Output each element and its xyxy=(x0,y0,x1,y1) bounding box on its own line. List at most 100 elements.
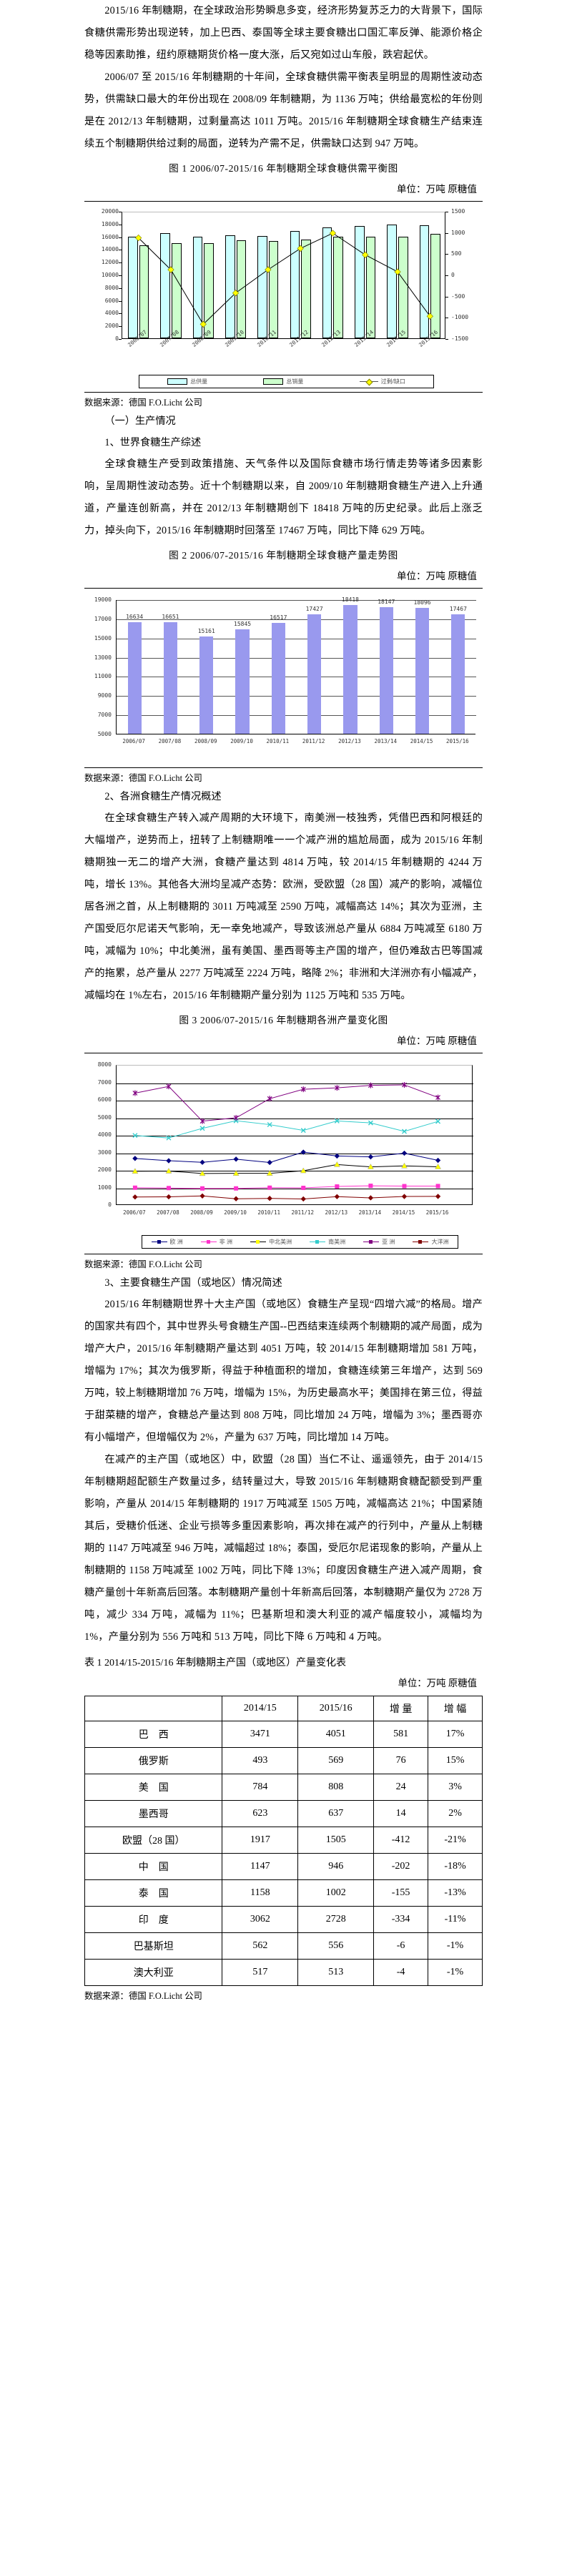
table-cell-value: 517 xyxy=(222,1959,299,1986)
figure2-title: 图 2 2006/07-2015/16 年制糖期全球食糖产量走势图 xyxy=(169,550,398,561)
chart3-legend-label: 亚 洲 xyxy=(382,1239,395,1245)
table-cell-value: 513 xyxy=(297,1959,375,1986)
chart3-marker xyxy=(435,1194,441,1199)
chart1-legend-label: 总销量 xyxy=(286,378,304,385)
chart3-marker xyxy=(401,1162,408,1169)
table-cell-country: 俄罗斯 xyxy=(84,1747,223,1774)
chart2-ytick: 13000 xyxy=(94,654,112,661)
chart2-ytick: 9000 xyxy=(97,692,112,699)
table-cell-country: 中 国 xyxy=(84,1853,223,1880)
chart3-ytick: 8000 xyxy=(97,1061,112,1068)
chart3-ytick: 1000 xyxy=(97,1184,112,1191)
table-cell-value: -202 xyxy=(373,1853,429,1880)
table-cell-value: 493 xyxy=(222,1747,299,1774)
figure2-unit: 单位：万吨 原糖值 xyxy=(396,571,477,581)
chart2-ytick: 19000 xyxy=(94,596,112,603)
chart3-legend-label: 南美洲 xyxy=(328,1239,346,1245)
chart1-ytick-mark xyxy=(119,275,122,276)
chart2-ytick: 7000 xyxy=(97,712,112,719)
table-cell-value: 784 xyxy=(222,1774,299,1801)
chart3-marker xyxy=(435,1184,440,1189)
table-cell-country: 澳大利亚 xyxy=(84,1959,223,1986)
chart3-marker xyxy=(232,1170,240,1176)
table-cell-value: 4051 xyxy=(297,1721,375,1748)
chart1-legend: 总供量 总销量 过剩/缺口 xyxy=(139,375,434,388)
table-cell-country: 欧盟（28 国） xyxy=(84,1827,223,1854)
chart2-data-label: 15161 xyxy=(197,627,215,634)
chart2-xtick: 2009/10 xyxy=(230,738,253,744)
table-row: 美 国 784 808 24 3% xyxy=(84,1774,483,1801)
section-heading-production: （一）生产情况 xyxy=(104,416,176,427)
legend-swatch-icon xyxy=(263,378,284,385)
chart1-ytick-left: 16000 xyxy=(101,233,119,240)
chart1-bar-sales xyxy=(430,234,440,338)
chart3-ytick: 7000 xyxy=(97,1078,112,1086)
table-cell-value: -155 xyxy=(373,1879,429,1907)
chart1-bar-supply xyxy=(160,233,170,338)
chart3-ytick: 6000 xyxy=(97,1096,112,1103)
chart2-xtick: 2012/13 xyxy=(338,738,361,744)
chart3-marker xyxy=(368,1184,373,1189)
table-header: 2014/15 2015/16 增 量增 幅 xyxy=(84,1696,483,1721)
chart3-marker xyxy=(132,1168,139,1174)
chart3-marker xyxy=(166,1194,172,1200)
chart3-marker xyxy=(199,1193,205,1199)
chart1-bar-supply xyxy=(192,237,203,338)
table-cell-value: 1147 xyxy=(222,1853,299,1880)
chart3-marker xyxy=(132,1185,137,1190)
table-cell-value: -21% xyxy=(428,1827,483,1854)
chart1-bar-sales xyxy=(398,236,408,338)
table-row: 澳大利亚 517 513 -4 -1% xyxy=(84,1959,483,1986)
chart1-ytick-left: 18000 xyxy=(101,220,119,227)
chart1-bar-supply xyxy=(257,235,267,338)
table-cell-value: 562 xyxy=(222,1932,299,1960)
table-col-header-2: 2015/16 xyxy=(297,1696,375,1721)
chart1-bar-supply xyxy=(387,225,398,338)
chart3-marker xyxy=(267,1185,272,1190)
chart3-marker xyxy=(233,1196,239,1201)
chart3-marker xyxy=(368,1195,374,1201)
chart1-bar-sales xyxy=(268,241,279,338)
table-cell-country: 印 度 xyxy=(84,1906,223,1933)
chart3-ytick: 2000 xyxy=(97,1166,112,1173)
chart1-ytick-mark xyxy=(119,287,122,289)
table1-unit: 单位：万吨 原糖值 xyxy=(398,1678,477,1688)
legend-marker-icon xyxy=(256,1240,260,1244)
table-row: 巴 西 3471 4051 581 17% xyxy=(84,1721,483,1748)
chart2-xtick: 2007/08 xyxy=(158,738,182,744)
subsection-heading-major-producers: 3、主要食糖生产国（或地区）情况简述 xyxy=(104,1277,282,1289)
chart3-legend-item: 大洋洲 xyxy=(413,1238,448,1246)
chart-supply-demand-balance: 0 2000 4000 6000 8000 10000 12000 14000 16000 180… xyxy=(84,201,483,393)
chart2-data-label: 15845 xyxy=(234,621,252,628)
table-cell-value: 623 xyxy=(222,1800,299,1827)
table-cell-value: 637 xyxy=(297,1800,375,1827)
chart3-marker xyxy=(300,1196,306,1202)
chart3-marker xyxy=(402,1184,407,1189)
chart3-legend-item: 非 洲 xyxy=(200,1238,232,1246)
chart3-plot-area xyxy=(116,1065,473,1205)
table-cell-value: 946 xyxy=(297,1853,375,1880)
chart3-ytick: 5000 xyxy=(97,1114,112,1121)
chart3-marker xyxy=(435,1157,441,1164)
chart2-gridline xyxy=(117,657,476,659)
table-cell-value: 2728 xyxy=(297,1906,375,1933)
legend-line-icon xyxy=(359,381,378,382)
chart2-bar xyxy=(271,623,285,734)
chart3-marker xyxy=(132,1133,138,1139)
chart3-marker xyxy=(233,1115,239,1121)
chart3-marker xyxy=(334,1153,340,1159)
chart1-ytick-mark xyxy=(445,339,448,340)
table-col-header-3: 增 量 xyxy=(373,1696,429,1721)
chart3-xtick: 2009/10 xyxy=(224,1209,247,1216)
table-cell-value: 3% xyxy=(428,1774,483,1801)
legend-swatch-icon xyxy=(167,378,188,385)
chart3-marker xyxy=(301,1186,306,1191)
chart1-bar-supply xyxy=(322,227,332,338)
chart3-marker xyxy=(402,1129,407,1134)
figure3-source: 数据来源：德国 F.O.Licht 公司 xyxy=(84,1259,202,1269)
table-cell-value: -18% xyxy=(428,1853,483,1880)
table-cell-value: 2% xyxy=(428,1800,483,1827)
chart1-ytick-mark xyxy=(445,296,448,298)
chart1-legend-item: 总供量 xyxy=(167,378,207,385)
table-body: 巴 西 3471 4051 581 17% 俄罗斯 493 569 76 15% 美 国 784 808… xyxy=(84,1721,483,1986)
